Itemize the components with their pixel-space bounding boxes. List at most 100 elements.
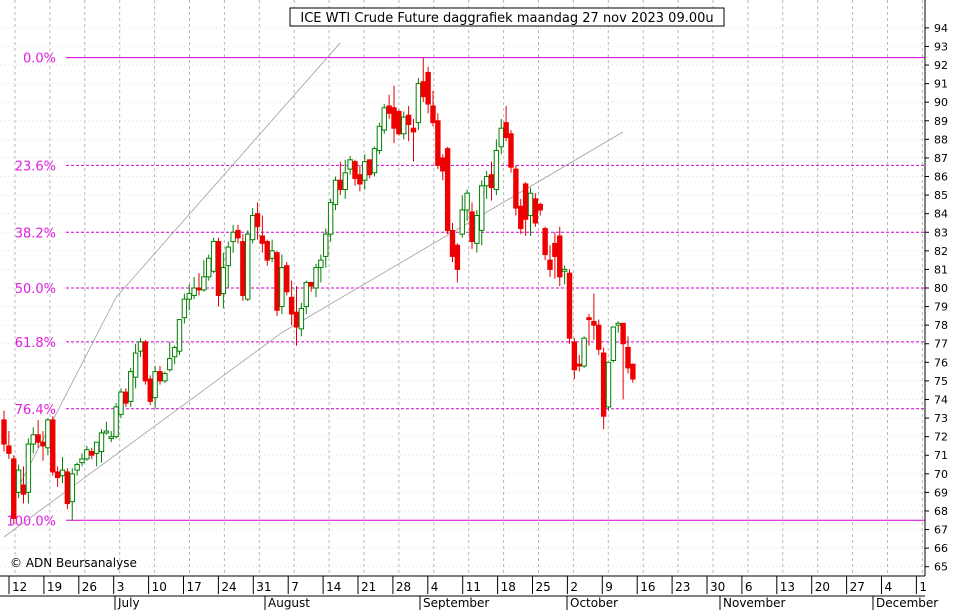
fib-label: 38.2% <box>15 226 56 241</box>
candle-body <box>269 250 275 259</box>
candle-body <box>308 281 314 287</box>
x-tick-label: 4 <box>885 580 893 594</box>
candle-body <box>132 352 139 378</box>
candle <box>206 254 212 281</box>
candle <box>371 146 378 177</box>
candle-body <box>527 192 534 217</box>
y-tick-label: 72 <box>934 431 948 444</box>
candle-body <box>571 341 578 371</box>
candle-body <box>1 419 7 445</box>
x-tick-label: 9 <box>605 580 613 594</box>
x-tick-label: 31 <box>256 580 271 594</box>
candle <box>415 78 422 131</box>
y-tick-label: 77 <box>934 338 948 351</box>
candle-body <box>264 241 270 261</box>
candle-body <box>591 320 597 326</box>
x-tick-label: 3 <box>117 580 125 594</box>
y-tick-label: 78 <box>934 319 948 332</box>
candle <box>69 468 75 521</box>
candle <box>566 269 573 344</box>
candle-body <box>318 259 324 269</box>
candle-body <box>45 419 51 449</box>
candle <box>547 245 553 277</box>
candle <box>274 250 280 316</box>
candle <box>84 445 90 461</box>
title-group: ICE WTI Crude Future daggrafiek maandag … <box>289 7 725 27</box>
candle <box>98 429 105 463</box>
candle-body <box>605 361 612 408</box>
candle <box>615 321 621 333</box>
candle <box>128 367 134 407</box>
x-tick-label: 26 <box>82 580 97 594</box>
candle-body <box>547 259 553 270</box>
candle-body <box>69 473 75 503</box>
fib-label: 61.8% <box>15 336 56 351</box>
fib-label: 100.0% <box>6 514 56 529</box>
candle <box>103 421 110 435</box>
candle-body <box>366 159 373 176</box>
x-tick-label: 25 <box>536 580 551 594</box>
candle-body <box>313 267 319 289</box>
candle-body <box>488 174 495 189</box>
candle <box>132 343 139 389</box>
x-tick-label: 28 <box>396 580 411 594</box>
candle-body <box>6 445 12 454</box>
candle <box>610 326 617 363</box>
x-tick-label: 10 <box>152 580 167 594</box>
candle <box>171 345 178 365</box>
y-tick-label: 79 <box>934 301 948 314</box>
candle <box>449 222 456 262</box>
copyright-label: © ADN Beursanalyse <box>10 556 137 570</box>
y-tick-label: 88 <box>934 133 948 146</box>
candle-body <box>381 107 387 131</box>
candle-body <box>142 341 149 382</box>
candle <box>293 286 300 346</box>
candle-body <box>542 228 548 256</box>
candle-body <box>357 174 363 185</box>
candle <box>123 388 129 407</box>
candle-body <box>259 235 266 244</box>
candle-body <box>279 267 285 308</box>
candle <box>420 57 426 103</box>
candle-body <box>420 81 426 98</box>
candle <box>167 341 173 372</box>
candle <box>230 224 236 253</box>
candle-body <box>586 317 592 321</box>
candle-body <box>210 241 217 272</box>
candle-body <box>162 372 168 382</box>
candlesticks <box>1 57 636 524</box>
candle <box>308 281 314 292</box>
candle <box>327 198 334 242</box>
x-tick-label: 2 <box>570 580 578 594</box>
candle <box>381 104 387 134</box>
candle <box>20 466 27 504</box>
candle-body <box>396 110 402 135</box>
candle-body <box>152 371 158 399</box>
y-tick-label: 66 <box>934 542 948 555</box>
candle <box>79 453 85 467</box>
candle <box>313 263 319 298</box>
candle <box>181 293 188 324</box>
candle-body <box>327 202 334 235</box>
x-tick-label: 23 <box>675 580 690 594</box>
y-tick-label: 84 <box>934 208 948 221</box>
candle-body <box>147 378 153 402</box>
y-tick-label: 89 <box>934 115 948 128</box>
y-tick-label: 93 <box>934 40 948 53</box>
candle <box>137 338 144 357</box>
candle-body <box>464 192 470 211</box>
candle <box>474 209 480 253</box>
candle <box>596 319 602 355</box>
candle <box>240 234 246 302</box>
candle <box>376 122 383 155</box>
candle-body <box>459 209 465 235</box>
candle-body <box>518 205 524 230</box>
candle <box>15 464 22 498</box>
candle <box>35 419 41 448</box>
candle-body <box>191 287 197 296</box>
candle <box>508 130 514 173</box>
candle <box>152 366 158 409</box>
candle-body <box>186 293 192 300</box>
month-label: July <box>117 596 140 610</box>
y-tick-label: 68 <box>934 505 948 518</box>
